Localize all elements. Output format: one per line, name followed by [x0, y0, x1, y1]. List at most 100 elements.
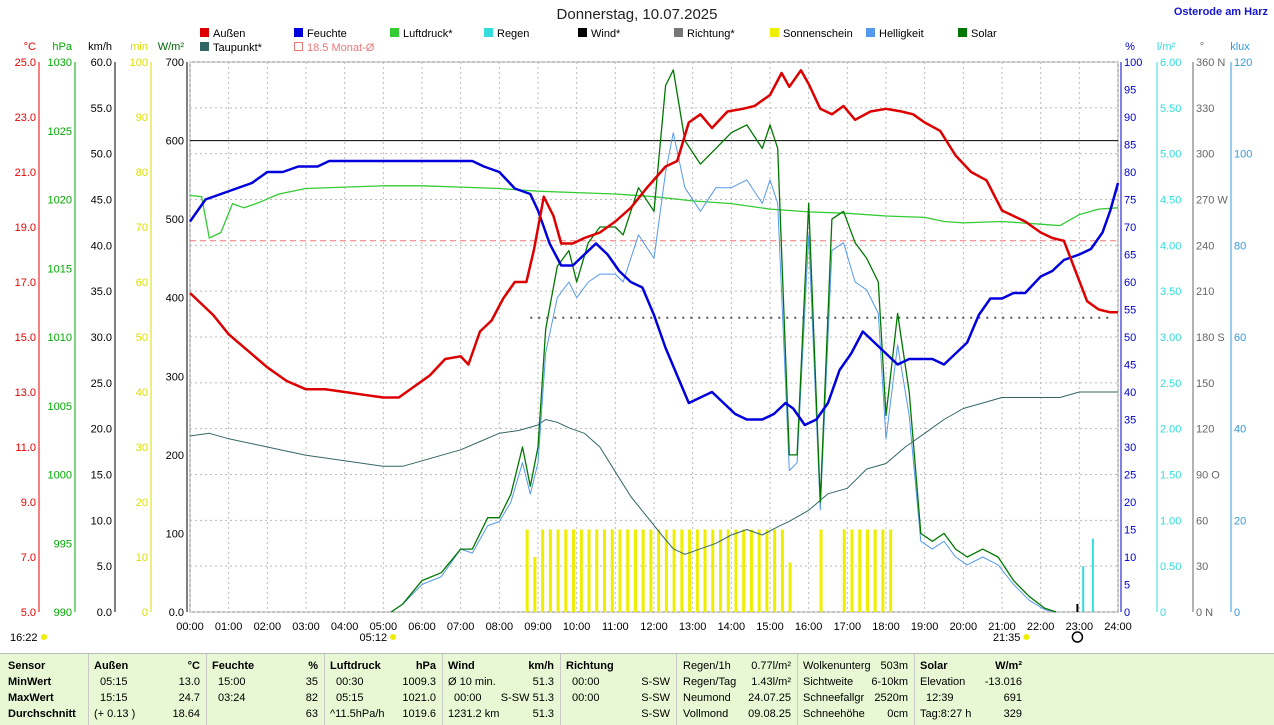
- y-tick-label-temp_c: 9.0: [21, 497, 36, 509]
- y-tick-label-pressure_hpa: 1005: [48, 401, 72, 413]
- series-line-luftdruck: [189, 185, 1119, 239]
- y-tick-label-temp_c: 23.0: [15, 112, 36, 124]
- y-tick-label-humidity_pct: 10: [1124, 552, 1136, 564]
- sunshine-bar: [533, 557, 537, 612]
- y-tick-label-sunshine_min: 30: [136, 442, 148, 454]
- series-line-feuchte: [188, 159, 1120, 427]
- x-tick-label: 14:00: [718, 621, 746, 633]
- sunshine-bar: [641, 529, 645, 612]
- y-tick-label-direction_deg: 300: [1196, 149, 1214, 161]
- elevation-value: -13.016: [984, 676, 1022, 688]
- solar-title: Solar: [920, 660, 948, 672]
- y-tick-label-humidity_pct: 65: [1124, 250, 1136, 262]
- weather-chart: 00:00 01:00 02:00 03:00 04:00 05:00 06:00 07:00…: [10, 28, 1252, 644]
- sunshine-bar: [610, 529, 614, 612]
- y-tick-label-rain_lm2: 4.00: [1160, 240, 1181, 252]
- legend-swatch: [200, 28, 209, 37]
- row-label-max: MaxWert: [8, 692, 54, 704]
- sichtweite-value: 6-10km: [871, 676, 908, 688]
- sunshine-bar: [626, 529, 630, 612]
- y-tick-label-sunshine_min: 70: [136, 222, 148, 234]
- y-tick-label-rain_lm2: 2.50: [1160, 378, 1181, 390]
- y-tick-label-brightness_klux: 80: [1234, 240, 1246, 252]
- y-tick-label-pressure_hpa: 1015: [48, 263, 72, 275]
- sunshine-bar: [873, 529, 877, 612]
- sunshine-bar: [780, 529, 784, 612]
- wind-avg-label: Ø 10 min.: [448, 676, 496, 688]
- regen-1h-label: Regen/1h: [683, 660, 731, 672]
- y-tick-label-humidity_pct: 45: [1124, 360, 1136, 372]
- sunshine-bar: [525, 529, 529, 612]
- axis-unit-pressure_hpa: hPa: [52, 41, 72, 53]
- x-tick-label: 07:00: [447, 621, 475, 633]
- sensor-title: Sensor: [8, 660, 46, 672]
- sunshine-bar: [595, 529, 599, 612]
- series-line-helligkeit: [390, 132, 1057, 613]
- legend-swatch: [294, 28, 303, 37]
- axis-unit-rain_lm2: l/m²: [1157, 41, 1176, 53]
- sunshine-bar: [688, 529, 692, 612]
- regen-tag-label: Regen/Tag: [683, 676, 737, 688]
- x-tick-label: 21:00: [988, 621, 1016, 633]
- sunshine-bar: [703, 529, 707, 612]
- y-tick-label-brightness_klux: 60: [1234, 332, 1246, 344]
- luftdruck-avg-value: 1019.6: [402, 708, 436, 720]
- schneehoehe-label: Schneehöhe: [803, 708, 865, 720]
- luftdruck-min-value: 1009.3: [402, 676, 436, 688]
- y-tick-label-rain_lm2: 6.00: [1160, 57, 1181, 69]
- legend-label: Sonnenschein: [783, 28, 853, 40]
- y-tick-label-humidity_pct: 0: [1124, 607, 1130, 619]
- sun-icon: [41, 634, 47, 640]
- solar-unit: W/m²: [995, 660, 1022, 672]
- legend-label: Feuchte: [307, 28, 347, 40]
- legend-label: Richtung*: [687, 28, 735, 40]
- aussen-min-value: 13.0: [178, 676, 200, 688]
- y-tick-label-wind_kmh: 10.0: [91, 515, 112, 527]
- legend-swatch: [578, 28, 587, 37]
- solar-max-time: 12:39: [926, 692, 954, 704]
- legend-label: Taupunkt*: [213, 42, 263, 54]
- axis-unit-solar_wm2: W/m²: [158, 41, 185, 53]
- y-tick-label-rain_lm2: 5.50: [1160, 103, 1181, 115]
- neumond-label: Neumond: [683, 692, 731, 704]
- wind-max-time: 00:00: [454, 692, 482, 704]
- sunshine-bar: [773, 529, 777, 612]
- wind-max-dir: S-SW: [500, 692, 530, 704]
- sunshine-bar: [587, 529, 591, 612]
- axis-unit-brightness_klux: klux: [1230, 41, 1250, 53]
- y-tick-label-direction_deg: 210: [1196, 286, 1214, 298]
- y-tick-label-pressure_hpa: 1010: [48, 332, 72, 344]
- y-tick-label-humidity_pct: 80: [1124, 167, 1136, 179]
- sunshine-bar: [664, 529, 668, 612]
- y-tick-label-wind_kmh: 20.0: [91, 424, 112, 436]
- legend-swatch: [200, 42, 209, 51]
- wind-column: Wind km/h Ø 10 min. 51.3 00:00 S-SW 51.3 12…: [448, 658, 554, 722]
- y-tick-label-humidity_pct: 35: [1124, 415, 1136, 427]
- legend-label: 18.5 Monat-Ø: [307, 42, 375, 54]
- wind-unit: km/h: [528, 660, 554, 672]
- y-tick-label-solar_wm2: 600: [166, 136, 184, 148]
- feuchte-min-time: 15:00: [218, 676, 246, 688]
- sunshine-bar: [889, 529, 893, 612]
- aussen-title: Außen: [94, 660, 129, 672]
- luftdruck-title: Luftdruck: [330, 660, 381, 672]
- luftdruck-unit: hPa: [415, 660, 436, 672]
- y-tick-label-solar_wm2: 200: [166, 450, 184, 462]
- y-tick-label-humidity_pct: 85: [1124, 140, 1136, 152]
- luftdruck-column: Luftdruck hPa 00:30 1009.3 05:15 1021.0 ^11…: [330, 658, 436, 722]
- feuchte-max-time: 03:24: [218, 692, 246, 704]
- y-tick-label-rain_lm2: 4.50: [1160, 195, 1181, 207]
- y-tick-label-direction_deg: 30: [1196, 561, 1208, 573]
- station-link[interactable]: Osterode am Harz: [1173, 6, 1268, 18]
- sunshine-bar: [734, 529, 738, 612]
- legend-label: Luftdruck*: [403, 28, 453, 40]
- y-tick-label-temp_c: 15.0: [15, 332, 36, 344]
- y-tick-label-direction_deg: 60: [1196, 515, 1208, 527]
- richtung-max-time: 00:00: [572, 692, 600, 704]
- axis-unit-direction_deg: °: [1200, 41, 1204, 53]
- y-tick-label-brightness_klux: 120: [1234, 57, 1252, 69]
- wolkenunterg-value: 503m: [880, 660, 908, 672]
- x-tick-label: 22:00: [1027, 621, 1055, 633]
- sunshine-bar: [603, 529, 607, 612]
- axis-unit-sunshine_min: min: [130, 41, 148, 53]
